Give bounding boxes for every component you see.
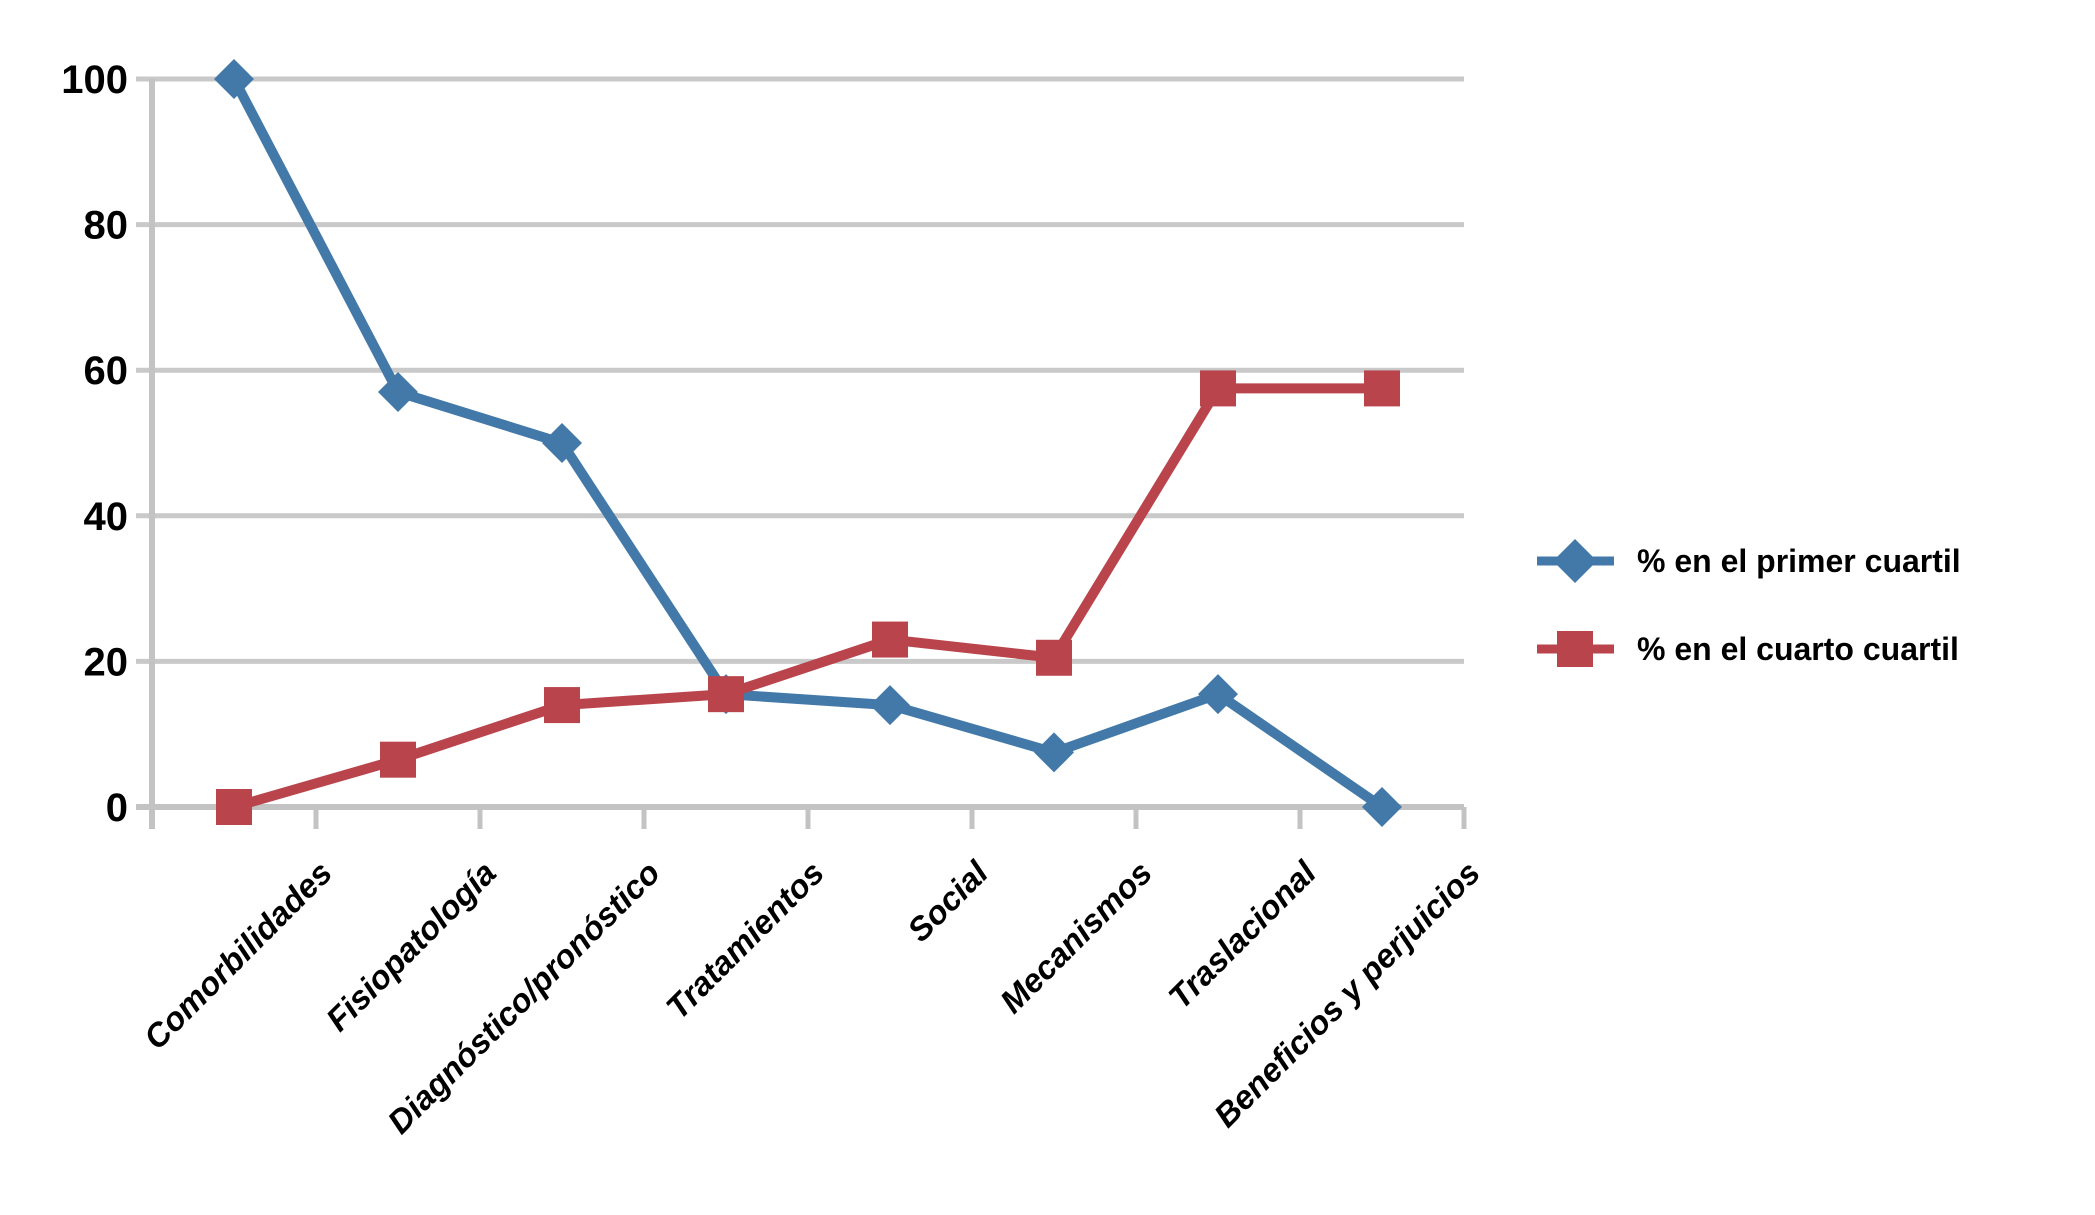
data-point-marker-diamond [1034,732,1074,773]
y-axis-tick-label: 100 [61,58,128,102]
y-axis-tick-label: 0 [106,786,128,830]
x-axis-category-label: Diagnóstico/pronóstico [380,854,667,1141]
y-axis-tick-label: 40 [84,495,129,539]
data-point-marker-diamond [542,423,582,463]
data-point-marker-diamond [870,685,910,726]
legend-marker-diamond [1553,539,1597,583]
data-point-marker-square [708,676,744,713]
x-axis-category-label: Mecanismos [993,854,1159,1020]
series-line-1 [229,74,1387,812]
data-point-marker-square [1036,639,1072,676]
data-point-marker-square [544,687,580,724]
y-axis-tick-label: 80 [84,204,129,248]
data-point-marker-square [216,789,252,825]
y-axis-tick-label: 60 [84,349,129,393]
data-point-marker-square [872,621,908,658]
x-axis-category-label: Traslacional [1161,853,1324,1016]
x-axis-category-label: Fisiopatología [319,854,503,1038]
series-line-2 [229,383,1387,812]
legend-label: % en el primer cuartil [1637,543,1961,579]
x-axis-category-label: Social [900,853,995,948]
x-axis-category-label: Beneficios y perjuicios [1207,854,1487,1134]
data-point-marker-diamond [214,59,254,99]
legend-marker-square [1557,631,1593,667]
data-point-marker-diamond [1198,674,1238,715]
data-point-marker-diamond [1362,787,1402,827]
x-axis-category-label: Comorbilidades [136,854,338,1056]
x-axis-category-label: Tratamientos [659,854,831,1026]
data-point-marker-square [1200,370,1236,407]
y-axis-tick-label: 20 [84,640,129,684]
legend-label: % en el cuarto cuartil [1637,631,1959,667]
data-point-marker-square [1364,370,1400,407]
data-point-marker-diamond [378,372,418,413]
data-point-marker-square [380,741,416,778]
